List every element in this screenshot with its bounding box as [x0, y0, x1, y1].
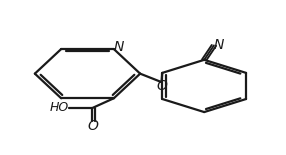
Text: N: N: [114, 40, 124, 54]
Text: HO: HO: [50, 101, 69, 114]
Text: O: O: [157, 79, 168, 93]
Text: N: N: [214, 38, 224, 52]
Text: O: O: [87, 119, 98, 133]
